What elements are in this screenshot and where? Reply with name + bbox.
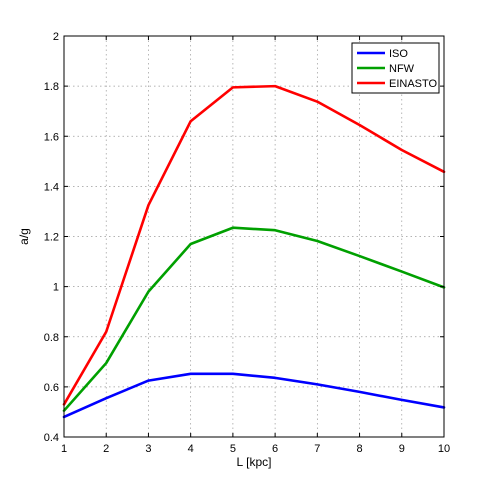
y-tick-label: 1.8 (44, 81, 59, 93)
legend: ISO NFW EINASTO (351, 42, 440, 94)
y-tick-label: 1.6 (44, 131, 59, 143)
y-tick-label: 2 (53, 31, 59, 43)
legend-label-einasto: EINASTO (389, 78, 438, 90)
series-line-iso (62, 372, 446, 419)
x-tick-label: 7 (314, 443, 320, 455)
series-layer (62, 84, 446, 419)
series-line-nfw (62, 226, 446, 412)
x-tick-label: 3 (145, 443, 151, 455)
x-tick-label: 2 (103, 443, 109, 455)
x-axis-label: L [kpc] (237, 455, 272, 469)
legend-label-nfw: NFW (389, 63, 415, 75)
x-tick-label: 6 (272, 443, 278, 455)
ticks (63, 35, 445, 438)
tick-labels: 1 2 3 4 5 6 7 8 9 10 0.4 0.6 0.8 1 1.2 1.4 1.6 1.8 2 (44, 31, 450, 455)
x-tick-label: 10 (438, 443, 450, 455)
x-tick-label: 9 (399, 443, 405, 455)
series-line-einasto (62, 84, 446, 406)
x-tick-label: 4 (188, 443, 194, 455)
y-tick-label: 0.6 (44, 382, 59, 394)
y-tick-label: 1 (53, 282, 59, 294)
y-axis-label: a/g (17, 228, 31, 245)
y-tick-label: 1.2 (44, 232, 59, 244)
y-tick-label: 1.4 (44, 181, 59, 193)
legend-label-iso: ISO (389, 48, 408, 60)
x-tick-label: 1 (61, 443, 67, 455)
y-tick-label: 0.8 (44, 332, 59, 344)
y-tick-label: 0.4 (44, 432, 59, 444)
x-tick-label: 8 (356, 443, 362, 455)
x-tick-label: 5 (230, 443, 236, 455)
